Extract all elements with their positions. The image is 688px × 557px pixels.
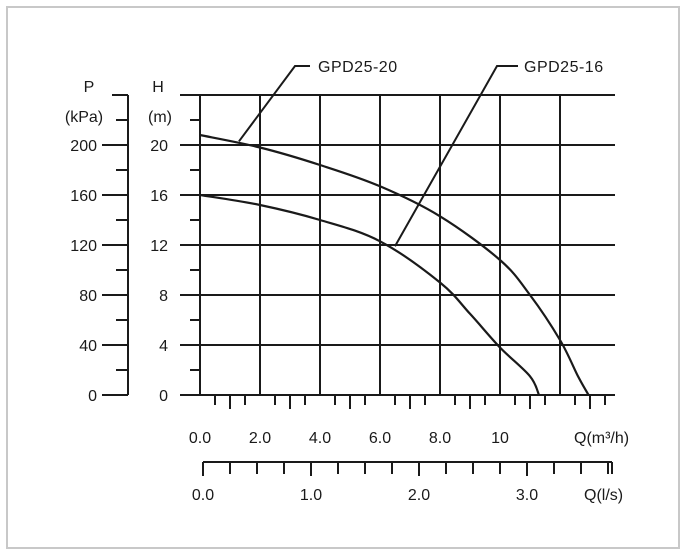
head-tick-label: 12 <box>150 238 168 255</box>
leader-gpd25-16 <box>394 65 518 247</box>
flow-m3h-tick-label: 4.0 <box>309 430 331 447</box>
curve-gpd25-16 <box>199 193 541 396</box>
series-label-gpd25-16: GPD25-16 <box>524 59 604 76</box>
pressure-tick-label: 120 <box>70 238 97 255</box>
head-tick-label: 0 <box>159 388 168 405</box>
head-axis-symbol: H <box>152 79 164 96</box>
flow-ls-tick-label: 2.0 <box>408 487 430 504</box>
pressure-tick-label: 40 <box>79 338 97 355</box>
flow-m3h-tick-label: 0.0 <box>189 430 211 447</box>
head-axis-unit: (m) <box>148 109 172 126</box>
performance-curves <box>199 65 590 396</box>
flow-m3h-axis-title: Q(m³/h) <box>574 430 629 447</box>
pressure-axis-symbol: P <box>84 79 95 96</box>
flow-m3h-tick-label: 8.0 <box>429 430 451 447</box>
flow-m3h-tick-label: 6.0 <box>369 430 391 447</box>
flow-m3h-tick-label: 2.0 <box>249 430 271 447</box>
chart-frame <box>6 6 680 549</box>
pressure-tick-label: 200 <box>70 138 97 155</box>
flow-m3h-tick-label: 10 <box>491 430 509 447</box>
flow-ls-tick-label: 0.0 <box>192 487 214 504</box>
leader-gpd25-20 <box>238 65 310 142</box>
flow-ls-tick-label: 1.0 <box>300 487 322 504</box>
head-tick-label: 20 <box>150 138 168 155</box>
head-tick-label: 16 <box>150 188 168 205</box>
head-tick-label: 8 <box>159 288 168 305</box>
pressure-tick-label: 160 <box>70 188 97 205</box>
series-label-gpd25-20: GPD25-20 <box>318 59 398 76</box>
head-tick-label: 4 <box>159 338 168 355</box>
pressure-tick-label: 0 <box>88 388 97 405</box>
pressure-tick-label: 80 <box>79 288 97 305</box>
pressure-axis-unit: (kPa) <box>65 109 103 126</box>
grid <box>199 94 615 396</box>
flow-ls-axis-title: Q(l/s) <box>584 487 623 504</box>
flow-ls-tick-label: 3.0 <box>516 487 538 504</box>
curve-gpd25-20 <box>199 133 590 396</box>
